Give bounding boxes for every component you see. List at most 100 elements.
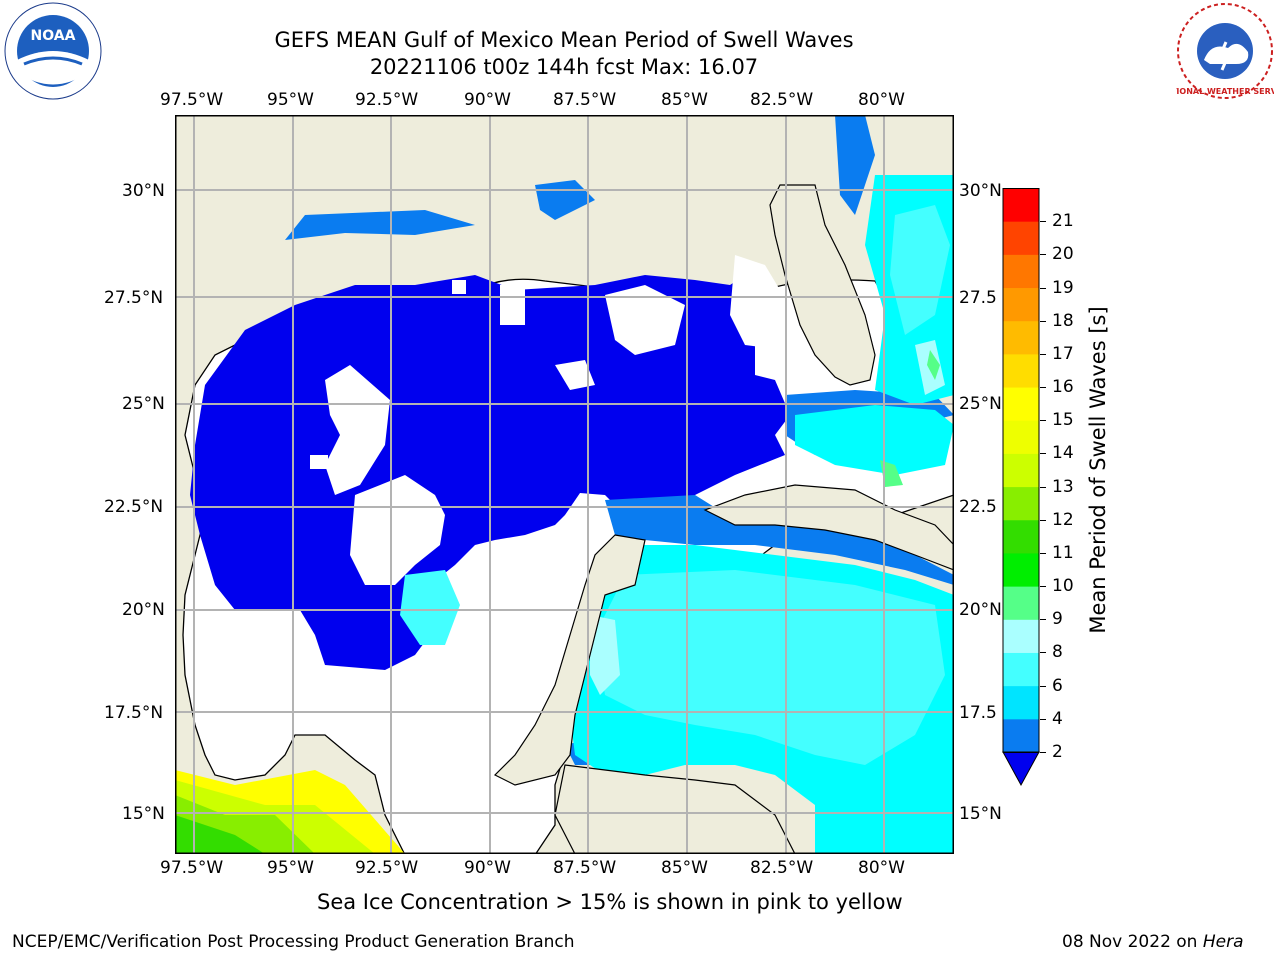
colorbar-segment — [1003, 320, 1039, 355]
colorbar-tick-label: 15 — [1052, 410, 1074, 431]
colorbar-tick-mark — [1040, 486, 1046, 488]
map-frame — [175, 115, 954, 854]
colorbar-tick-mark — [1040, 287, 1046, 289]
lat-tick-label: 15°N — [122, 804, 165, 824]
colorbar-segment — [1003, 586, 1039, 620]
colorbar-tick-label: 6 — [1052, 675, 1063, 696]
lat-tick-label: 20°N — [122, 600, 165, 620]
colorbar-label: Mean Period of Swell Waves [s] — [1086, 306, 1110, 634]
colorbar-tick-mark — [1040, 387, 1046, 389]
colorbar-tick-mark — [1040, 519, 1046, 521]
noaa-logo: NOAA — [4, 2, 102, 100]
lon-tick-label: 82.5°W — [750, 90, 814, 110]
colorbar-segment — [1003, 287, 1039, 322]
colorbar-tick-label: 19 — [1052, 277, 1074, 298]
colorbar-tick-mark — [1040, 685, 1046, 687]
colorbar-segment — [1003, 552, 1039, 587]
lon-tick-label: 90°W — [464, 90, 511, 110]
map-plot — [175, 115, 954, 854]
lat-tick-label: 25°N — [122, 394, 165, 414]
colorbar-segment — [1003, 254, 1039, 289]
lat-tick-label: 30°N — [959, 181, 1002, 201]
colorbar-tick-mark — [1040, 353, 1046, 355]
colorbar-tick-label: 21 — [1052, 211, 1074, 232]
lat-tick-label: 22.5°N — [104, 497, 164, 517]
lat-tick-label: 20°N — [959, 600, 1002, 620]
colorbar-tick-label: 11 — [1052, 542, 1074, 563]
colorbar-tick-mark — [1040, 752, 1046, 753]
lon-tick-label: 87.5°W — [553, 858, 617, 878]
colorbar-tick-mark — [1040, 552, 1046, 554]
colorbar-segment — [1003, 619, 1039, 653]
date-text: 08 Nov 2022 on — [1062, 932, 1203, 952]
colorbar-tick-mark — [1040, 586, 1046, 588]
colorbar-tick-mark — [1040, 718, 1046, 720]
lon-tick-label: 80°W — [858, 90, 905, 110]
colorbar-tick-mark — [1040, 652, 1046, 654]
colorbar-segment — [1003, 718, 1039, 753]
lat-tick-label: 27.5°N — [104, 288, 164, 308]
lon-tick-label: 97.5°W — [160, 90, 224, 110]
lon-tick-label: 90°W — [464, 858, 511, 878]
lon-tick-label: 97.5°W — [160, 858, 224, 878]
lon-tick-label: 85°W — [661, 90, 708, 110]
colorbar-tick-mark — [1040, 420, 1046, 422]
colorbar-tick-mark — [1040, 453, 1046, 455]
colorbar-segment — [1003, 387, 1039, 421]
lon-tick-label: 92.5°W — [355, 858, 419, 878]
colorbar-segment — [1003, 353, 1039, 388]
sea-ice-note: Sea Ice Concentration > 15% is shown in … — [317, 890, 903, 914]
colorbar-segment — [1003, 685, 1039, 720]
colorbar-segment — [1003, 486, 1039, 521]
colorbar-tick-mark — [1040, 254, 1046, 256]
lon-tick-label: 85°W — [661, 858, 708, 878]
lon-tick-label: 80°W — [858, 858, 905, 878]
lon-tick-label: 95°W — [267, 90, 314, 110]
lon-tick-label: 92.5°W — [355, 90, 419, 110]
lon-tick-label: 82.5°W — [750, 858, 814, 878]
colorbar-tick-label: 8 — [1052, 642, 1063, 663]
colorbar-tick-label: 18 — [1052, 310, 1074, 331]
colorbar-segment — [1003, 188, 1039, 222]
lat-tick-label: 17.5°N — [104, 703, 164, 723]
lat-tick-label: 17.5 — [959, 703, 997, 723]
colorbar-tick-label: 16 — [1052, 377, 1074, 398]
noaa-logo-text: NOAA — [31, 28, 76, 44]
colorbar-tick-mark — [1040, 619, 1046, 621]
colorbar-segment — [1003, 221, 1039, 255]
colorbar-tick-label: 12 — [1052, 509, 1074, 530]
land-masses — [493, 184, 954, 854]
lat-tick-label: 30°N — [122, 181, 165, 201]
swell-region-6-8s — [400, 205, 950, 765]
lat-tick-label: 15°N — [959, 804, 1002, 824]
colorbar-tick-mark — [1040, 221, 1046, 223]
swell-region-9-10s — [880, 350, 940, 487]
colorbar-segment — [1003, 453, 1039, 488]
colorbar-tick-label: 20 — [1052, 244, 1074, 265]
machine-name: Hera — [1202, 932, 1244, 952]
lat-tick-label: 27.5 — [959, 288, 997, 308]
colorbar-tick-label: 2 — [1052, 742, 1063, 762]
colorbar-swatches — [1002, 188, 1040, 787]
colorbar-tick-label: 10 — [1052, 576, 1074, 597]
lat-tick-label: 22.5 — [959, 497, 997, 517]
colorbar-ticks: 2 4 6 8 9 10 11 12 13 14 15 16 17 18 19 20 21 — [1040, 188, 1100, 788]
colorbar-tick-label: 4 — [1052, 708, 1063, 729]
nws-logo: NATIONAL WEATHER SERVICE — [1159, 2, 1280, 100]
lat-tick-label: 25°N — [959, 394, 1002, 414]
date-stamp: 08 Nov 2022 on Hera — [1062, 932, 1244, 952]
colorbar-tick-mark — [1040, 320, 1046, 322]
chart-title: GEFS MEAN Gulf of Mexico Mean Period of … — [274, 28, 854, 52]
colorbar-segment — [1003, 420, 1039, 454]
colorbar-tick-label: 9 — [1052, 609, 1063, 630]
colorbar-tick-label: 14 — [1052, 443, 1074, 464]
lon-tick-label: 87.5°W — [553, 90, 617, 110]
colorbar-tick-label: 13 — [1052, 476, 1074, 497]
colorbar-tick-label: 17 — [1052, 343, 1074, 364]
chart-subtitle: 20221106 t00z 144h fcst Max: 16.07 — [369, 55, 759, 79]
colorbar — [1002, 188, 1040, 788]
credit-text: NCEP/EMC/Verification Post Processing Pr… — [12, 932, 575, 952]
colorbar-segment — [1003, 519, 1039, 554]
nws-logo-text: NATIONAL WEATHER SERVICE — [1176, 87, 1274, 96]
map-gridlines — [175, 115, 954, 854]
